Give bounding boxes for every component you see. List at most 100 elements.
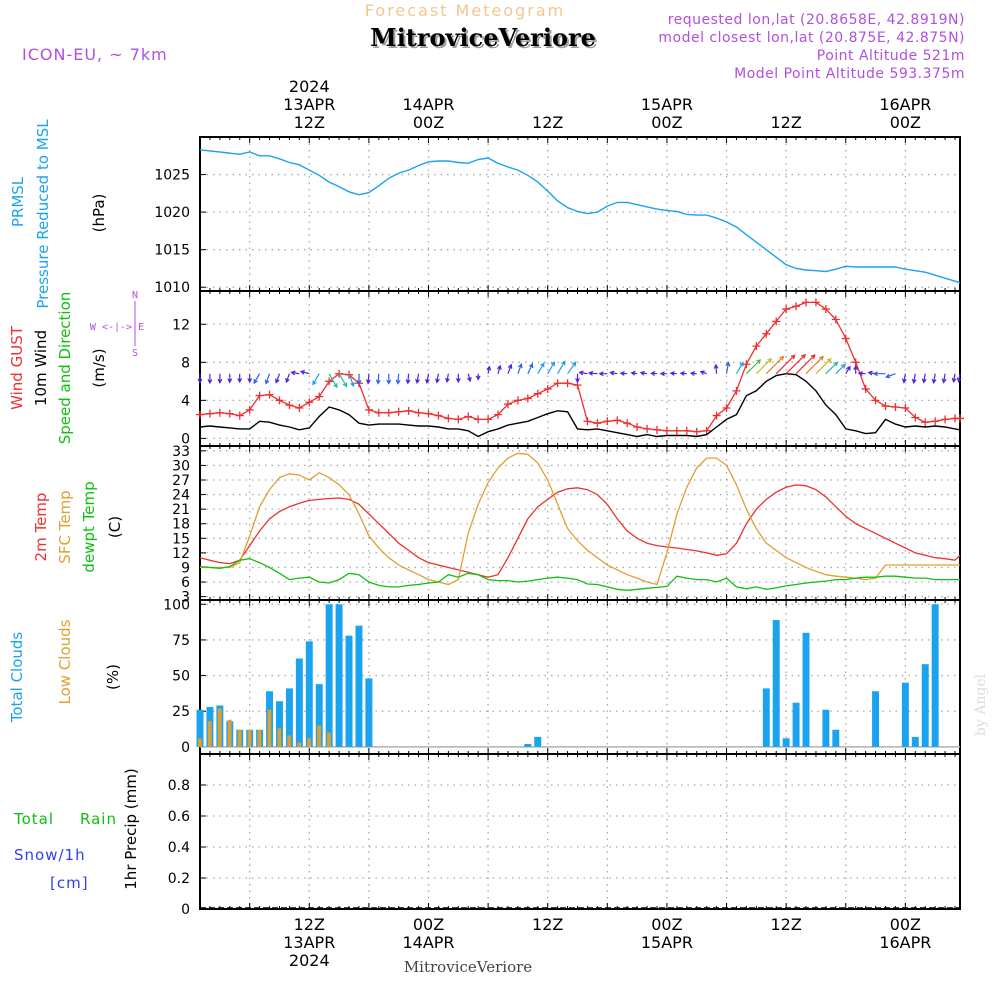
wind-direction-arrow (630, 370, 638, 376)
wind-direction-arrow (395, 373, 401, 385)
direction-label: Speed and Direction (56, 292, 74, 445)
wind-direction-arrow (435, 373, 440, 384)
gust-marker (802, 298, 811, 307)
total-cloud-bar (534, 736, 542, 747)
pressure-unit: (hPa) (90, 194, 108, 233)
bottom-day-label: 14APR (402, 933, 454, 952)
total-cloud-bar (305, 641, 313, 747)
precip-labels: Total Rain Snow/1h [cm] 1hr Precip (mm) (13, 768, 140, 892)
gust-marker (205, 409, 214, 418)
wind-direction-arrow (669, 371, 677, 376)
cloud-unit: (%) (104, 664, 122, 690)
gust-marker (196, 410, 204, 419)
gust-marker (235, 411, 244, 420)
gust-marker (911, 413, 920, 422)
panel-frame (199, 753, 961, 910)
y-tick-label: 0.4 (168, 840, 190, 856)
wind-direction-arrow (557, 360, 566, 375)
wind-direction-arrow (598, 371, 608, 377)
total-cloud-bar (792, 702, 800, 747)
wind-direction-arrow (567, 361, 577, 375)
total-cloud-bar (931, 604, 939, 747)
gust-marker (901, 403, 910, 412)
gust-marker (523, 394, 532, 403)
gust-marker (444, 414, 453, 423)
low-cloud-bar (237, 729, 242, 747)
gust-marker (434, 411, 443, 420)
temp2m-label: 2m Temp (32, 493, 50, 562)
total-cloud-bar (802, 632, 810, 747)
total-cloud-bar (285, 688, 293, 747)
wind-direction-arrow (941, 373, 947, 384)
gust-marker (956, 414, 964, 423)
total-clouds-label: Total Clouds (8, 632, 26, 724)
low-cloud-bar (197, 738, 202, 747)
prmsl-label: PRMSL (9, 176, 27, 227)
y-tick-label: 0 (181, 740, 190, 756)
low-cloud-bar (207, 721, 212, 747)
compass-we: W <-|-> E (90, 322, 144, 333)
wind-line (199, 372, 961, 438)
station-title-shadow: MitroviceVeriore (372, 25, 598, 54)
gust-marker (841, 334, 850, 343)
gust-marker (772, 317, 781, 326)
gust-marker (285, 401, 294, 410)
y-tick-label: 0 (181, 902, 190, 918)
gust-marker (305, 398, 314, 407)
wind-direction-arrow (835, 363, 846, 375)
wind-direction-arrow (775, 354, 796, 375)
wind-direction-arrow (237, 373, 243, 384)
y-tick-label: 33 (172, 444, 190, 460)
wind-direction-arrow (486, 365, 492, 374)
wind-direction-arrow (755, 358, 773, 375)
wind-direction-arrow (815, 358, 832, 375)
footer-station: MitroviceVeriore (404, 958, 532, 976)
wind-direction-arrow (825, 361, 839, 375)
dewpt-line (199, 558, 960, 591)
wind-direction-arrow (415, 373, 420, 385)
y-tick-label: 15 (172, 531, 190, 547)
gust-marker (563, 379, 572, 388)
wind-direction-arrow (207, 373, 213, 385)
wind-direction-arrow (527, 362, 534, 374)
gust-marker (424, 409, 433, 418)
wind-direction-arrow (338, 373, 348, 388)
wind-labels: Wind GUST 10m Wind Speed and Direction (… (8, 290, 144, 444)
gust-marker (941, 415, 950, 424)
y-tick-label: 30 (172, 458, 190, 474)
low-cloud-bar (297, 742, 302, 747)
requested-coords: requested lon,lat (20.8658E, 42.8919N) (668, 12, 965, 28)
wind-direction-arrow (885, 373, 896, 379)
snow-unit: [cm] (50, 874, 89, 892)
cloud-labels: Total Clouds Low Clouds (%) (8, 619, 122, 723)
total-cloud-bar (365, 678, 373, 747)
gust-marker (255, 391, 264, 400)
y-tick-label: 1020 (154, 205, 190, 221)
top-day-label: 15APR (641, 95, 693, 114)
low-clouds-label: Low Clouds (56, 619, 74, 704)
y-tick-label: 0.2 (168, 871, 190, 887)
y-tick-label: 27 (172, 473, 190, 489)
total-cloud-bar (325, 604, 333, 747)
snow-label: Snow/1h (14, 846, 86, 864)
gust-marker (831, 315, 840, 324)
wind-direction-arrow (587, 370, 598, 376)
low-cloud-bar (317, 725, 321, 747)
wind-direction-arrow (921, 373, 927, 384)
gust-marker (732, 386, 741, 395)
wind-direction-arrow (713, 363, 719, 374)
point-altitude: Point Altitude 521m (817, 48, 965, 64)
low-cloud-bar (267, 709, 272, 747)
total-cloud-bar (772, 619, 780, 747)
subtitle: Forecast Meteogram (365, 1, 565, 20)
total-cloud-bar (355, 625, 363, 747)
gust-marker (623, 419, 632, 428)
gust-marker (702, 426, 711, 435)
gust-marker (792, 302, 801, 311)
wind-direction-arrow (872, 371, 886, 377)
gust-marker (414, 408, 423, 417)
gust-marker (921, 418, 930, 427)
y-tick-label: 12 (172, 546, 190, 562)
compass-s: S (132, 348, 138, 359)
